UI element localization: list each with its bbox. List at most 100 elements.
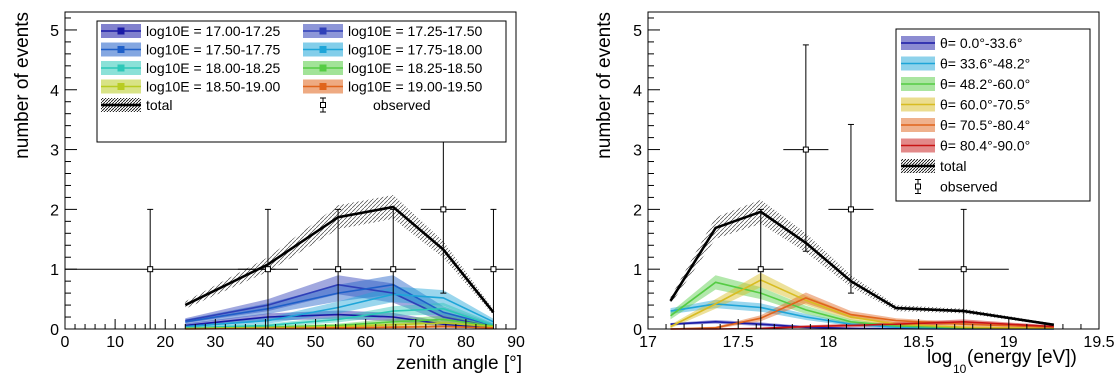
- left-legend-observed-label: observed: [373, 97, 431, 113]
- left-legend-label-0: log10E = 17.00-17.25: [146, 23, 280, 39]
- right-y-tick-label-3: 3: [633, 143, 642, 160]
- right-observed-marker-1: [802, 146, 809, 153]
- right-legend-label-3: θ= 60.0°-70.5°: [940, 97, 1030, 113]
- left-y-tick-label-2: 2: [50, 202, 59, 219]
- right-bands: [670, 199, 1054, 329]
- left-x-tick-label-1: 10: [106, 334, 124, 351]
- right-axis-ticks: 17 17.5 18 18.5 19 19.5 0 1 2 3 4 5: [633, 17, 1115, 351]
- zenith-angle-panel: 0 10 20 30 40 50 60 70 80 90 0 1 2 3 4 5 zenith angle […: [12, 11, 525, 374]
- left-legend-label-7: log10E = 19.00-19.50: [348, 79, 482, 95]
- left-bands: [185, 195, 494, 329]
- left-x-tick-label-8: 80: [457, 334, 475, 351]
- left-legend-marker-7: [319, 83, 327, 90]
- left-legend-label-1: log10E = 17.25-17.50: [348, 23, 482, 39]
- right-x-tick-label-4: 19: [1000, 334, 1018, 351]
- left-x-tick-label-9: 90: [507, 334, 525, 351]
- left-legend-entry-observed: observed: [320, 97, 431, 113]
- right-observed-points: [738, 44, 1009, 330]
- left-legend-entry-2: log10E = 17.50-17.75: [101, 42, 280, 58]
- right-legend-entry-5: θ= 80.4°-90.0°: [901, 138, 1030, 154]
- left-line-8: [184, 205, 495, 314]
- left-legend-label-2: log10E = 17.50-17.75: [146, 42, 280, 58]
- right-x-axis-title-rest: (energy [eV]): [967, 347, 1077, 368]
- right-legend-entry-3: θ= 60.0°-70.5°: [901, 97, 1030, 113]
- left-legend-observed-marker: [320, 102, 326, 108]
- right-x-tick-label-2: 18: [820, 334, 838, 351]
- left-legend-marker-6: [117, 83, 125, 90]
- right-legend-entry-observed: observed: [915, 179, 998, 195]
- left-line-4: [185, 307, 494, 329]
- left-x-tick-label-2: 20: [156, 334, 174, 351]
- left-legend-entry-0: log10E = 17.00-17.25: [101, 23, 280, 39]
- left-y-tick-label-0: 0: [50, 322, 59, 339]
- left-legend-entry-7: log10E = 19.00-19.50: [303, 79, 482, 95]
- right-band-0: [670, 320, 1054, 329]
- right-band-3: [670, 272, 1054, 329]
- left-x-tick-label-3: 30: [206, 334, 224, 351]
- right-line-3: [670, 279, 1054, 330]
- right-x-axis-title-sub: 10: [953, 362, 967, 376]
- right-legend-label-2: θ= 48.2°-60.0°: [940, 76, 1030, 92]
- left-legend-label-6: log10E = 18.50-19.00: [146, 79, 280, 95]
- left-band-6: [185, 320, 494, 329]
- left-observed-marker-0: [147, 266, 154, 273]
- left-legend-label-8: total: [146, 97, 172, 113]
- left-legend-box: [96, 20, 507, 143]
- right-observed-marker-0: [757, 266, 764, 273]
- right-legend: θ= 0.0°-33.6° θ= 33.6°-48.2° θ= 48.2°-60.0…: [895, 28, 1091, 202]
- left-legend-label-5: log10E = 18.25-18.50: [348, 60, 482, 76]
- left-legend-entry-5: log10E = 18.25-18.50: [303, 60, 482, 76]
- right-legend-entry-6: total: [901, 158, 966, 174]
- right-legend-observed-label: observed: [940, 179, 998, 195]
- right-legend-entry-1: θ= 33.6°-48.2°: [901, 56, 1030, 72]
- right-y-tick-label-4: 4: [633, 83, 642, 100]
- left-axis-ticks: 0 10 20 30 40 50 60 70 80 90 0 1 2 3 4 5: [50, 17, 525, 351]
- left-y-tick-label-5: 5: [50, 23, 59, 40]
- left-x-axis-title: zenith angle [°]: [396, 353, 522, 374]
- left-y-tick-label-3: 3: [50, 143, 59, 160]
- left-legend-marker-4: [117, 64, 125, 72]
- left-legend-label-3: log10E = 17.75-18.00: [348, 42, 482, 58]
- left-legend-marker-5: [319, 64, 327, 72]
- right-y-tick-label-0: 0: [633, 322, 642, 339]
- left-legend-entry-6: log10E = 18.50-19.00: [101, 79, 280, 95]
- left-x-tick-label-4: 40: [257, 334, 275, 351]
- right-legend-label-5: θ= 80.4°-90.0°: [940, 138, 1030, 154]
- right-x-tick-label-5: 19.5: [1083, 334, 1114, 351]
- right-x-tick-label-1: 17.5: [723, 334, 754, 351]
- left-observed-marker-1: [264, 266, 271, 273]
- left-legend-entry-3: log10E = 17.75-18.00: [303, 42, 482, 58]
- right-observed-marker-2: [847, 206, 854, 213]
- right-legend-label-4: θ= 70.5°-80.4°: [940, 117, 1030, 133]
- right-legend-entry-4: θ= 70.5°-80.4°: [901, 117, 1030, 133]
- left-legend-marker-3: [319, 46, 327, 53]
- right-y-tick-label-2: 2: [633, 202, 642, 219]
- left-legend-marker-1: [319, 27, 327, 35]
- left-legend-marker-0: [117, 27, 125, 35]
- right-x-tick-label-0: 17: [639, 334, 657, 351]
- left-x-tick-label-0: 0: [61, 334, 70, 351]
- energy-panel: 17 17.5 18 18.5 19 19.5 0 1 2 3 4 5 log 10 (energy …: [594, 11, 1115, 376]
- right-x-tick-label-3: 18.5: [903, 334, 934, 351]
- left-band-0: [185, 310, 494, 329]
- left-x-tick-label-7: 70: [407, 334, 425, 351]
- left-band-4: [185, 302, 494, 329]
- right-plot-frame: [647, 11, 1100, 330]
- right-observed-point-2: [828, 123, 874, 294]
- right-legend-entry-0: θ= 0.0°-33.6°: [901, 35, 1022, 51]
- left-band-5: [185, 315, 494, 329]
- right-x-axis-title-log: log: [927, 347, 952, 368]
- left-legend-label-4: log10E = 18.00-18.25: [146, 60, 280, 76]
- right-y-axis-title: number of events: [594, 12, 615, 159]
- right-legend-label-1: θ= 33.6°-48.2°: [940, 56, 1030, 72]
- right-y-tick-label-5: 5: [633, 23, 642, 40]
- right-observed-marker-3: [960, 266, 967, 273]
- left-x-tick-label-6: 60: [357, 334, 375, 351]
- right-line-6: [669, 210, 1055, 327]
- left-y-tick-label-4: 4: [50, 83, 59, 100]
- left-line-3: [185, 293, 494, 328]
- left-legend-entry-4: log10E = 18.00-18.25: [101, 60, 280, 76]
- left-x-tick-label-5: 50: [307, 334, 325, 351]
- right-observed-point-1: [783, 44, 829, 252]
